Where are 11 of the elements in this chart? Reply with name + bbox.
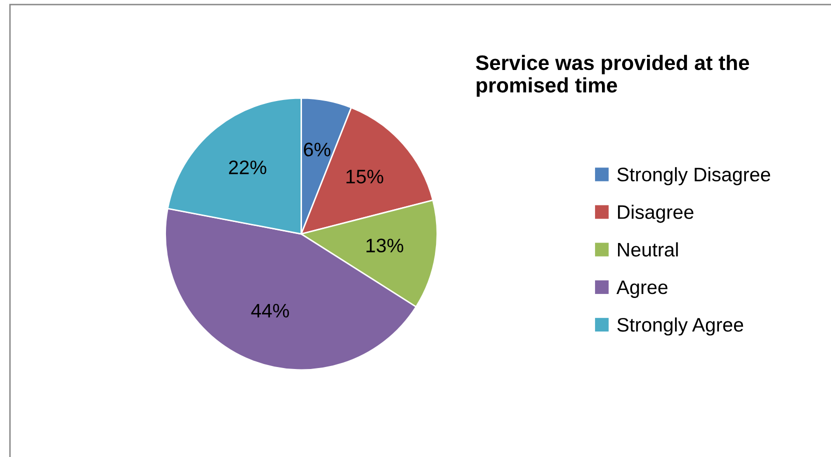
legend-label: Agree [616, 280, 668, 298]
data-label: 44% [251, 304, 289, 318]
data-label: 13% [366, 238, 404, 252]
legend-label: Strongly Disagree [617, 167, 770, 186]
data-label: 15% [346, 170, 384, 184]
legend-label: Strongly Agree [617, 317, 744, 336]
data-label: 6% [304, 142, 330, 156]
chart-title: Service was provided at the promised time [476, 54, 750, 97]
legend-label: Neutral [618, 242, 678, 257]
legend-label: Disagree [618, 204, 694, 223]
data-label: 22% [229, 160, 266, 174]
